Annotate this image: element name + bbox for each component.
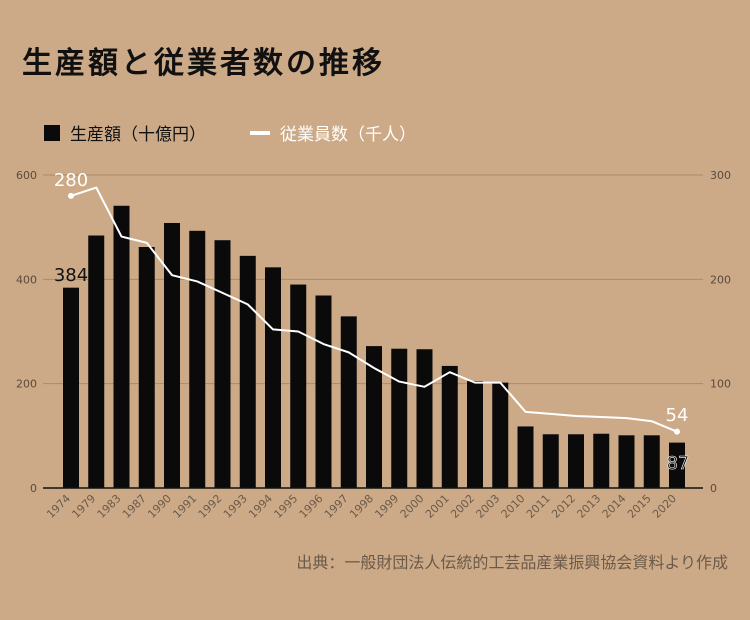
x-tick-label: 1994 <box>246 492 275 521</box>
x-tick-label: 1974 <box>44 492 73 521</box>
bar <box>517 426 534 488</box>
legend-line-swatch <box>250 130 270 135</box>
x-tick-label: 1999 <box>372 492 401 521</box>
x-tick-label: 1983 <box>95 492 124 521</box>
bar <box>340 316 357 488</box>
bar <box>189 230 206 488</box>
legend-bar-swatch <box>44 124 60 141</box>
bar <box>265 267 281 488</box>
bar <box>315 295 332 488</box>
x-tick-label: 2020 <box>650 492 679 521</box>
bar <box>88 235 105 488</box>
x-tick-label: 1995 <box>271 492 300 521</box>
x-tick-label: 1993 <box>221 492 250 521</box>
x-tick-label: 1990 <box>145 492 174 521</box>
bar <box>492 382 509 488</box>
x-tick-label: 2010 <box>499 492 528 521</box>
employees-line <box>70 186 678 433</box>
x-tick-label: 1979 <box>69 492 98 521</box>
x-tick-label: 1987 <box>120 492 149 521</box>
x-tick-label: 2003 <box>473 492 502 521</box>
bar <box>366 346 382 488</box>
bar <box>669 442 685 488</box>
x-tick-label: 2013 <box>574 492 603 521</box>
x-tick-label: 2011 <box>524 492 553 521</box>
x-tick-label: 2012 <box>549 492 578 521</box>
bar <box>290 284 307 488</box>
legend-label-employees: 従業員数（千人） <box>280 125 416 145</box>
x-tick-label: 1991 <box>170 492 199 521</box>
legend-label-production: 生産額（十億円） <box>70 125 206 145</box>
x-tick-label: 1998 <box>347 492 376 521</box>
x-tick-label: 2002 <box>448 492 477 521</box>
bar <box>138 246 155 488</box>
y-left-tick-label: 600 <box>16 169 37 182</box>
bar <box>391 348 408 488</box>
y-right-tick-label: 300 <box>710 169 731 182</box>
bar <box>441 365 458 488</box>
bar <box>643 435 660 488</box>
line-label-start: 280 <box>54 170 88 191</box>
bar <box>113 205 130 489</box>
bar-label-end: 87 <box>667 453 690 474</box>
bar <box>593 433 610 488</box>
bar <box>239 255 256 488</box>
y-right-tick-label: 200 <box>710 273 731 286</box>
x-tick-label: 2001 <box>423 492 452 521</box>
y-left-tick-label: 200 <box>16 378 37 391</box>
x-tick-label: 1996 <box>297 492 326 521</box>
bar <box>618 435 635 488</box>
bar <box>542 434 559 488</box>
y-right-tick-label: 0 <box>710 482 717 495</box>
legend: 生産額（十億円） 従業員数（千人） <box>44 120 460 145</box>
x-tick-label: 2000 <box>398 492 427 521</box>
bar <box>164 222 180 488</box>
y-right-tick-label: 100 <box>710 378 731 391</box>
line-point-start <box>68 192 74 199</box>
legend-item-employees: 従業員数（千人） <box>250 120 416 145</box>
x-tick-label: 1992 <box>196 492 225 521</box>
y-left-tick-label: 0 <box>30 482 37 495</box>
bar <box>467 381 483 488</box>
legend-item-production: 生産額（十億円） <box>44 120 206 145</box>
bar <box>63 287 79 488</box>
y-left-tick-label: 400 <box>16 273 37 286</box>
x-tick-label: 2015 <box>625 492 654 521</box>
line-point-end <box>674 428 680 435</box>
bar <box>568 434 584 488</box>
bar-label-start: 384 <box>54 265 88 286</box>
chart-title: 生産額と従業者数の推移 <box>22 46 385 81</box>
source-note: 出典：一般財団法人伝統的工芸品産業振興協会資料より作成 <box>296 553 728 572</box>
bar <box>214 240 231 488</box>
bar <box>416 349 433 488</box>
x-tick-label: 1997 <box>322 492 351 521</box>
line-label-end: 54 <box>666 405 689 426</box>
x-tick-label: 2014 <box>600 492 629 521</box>
